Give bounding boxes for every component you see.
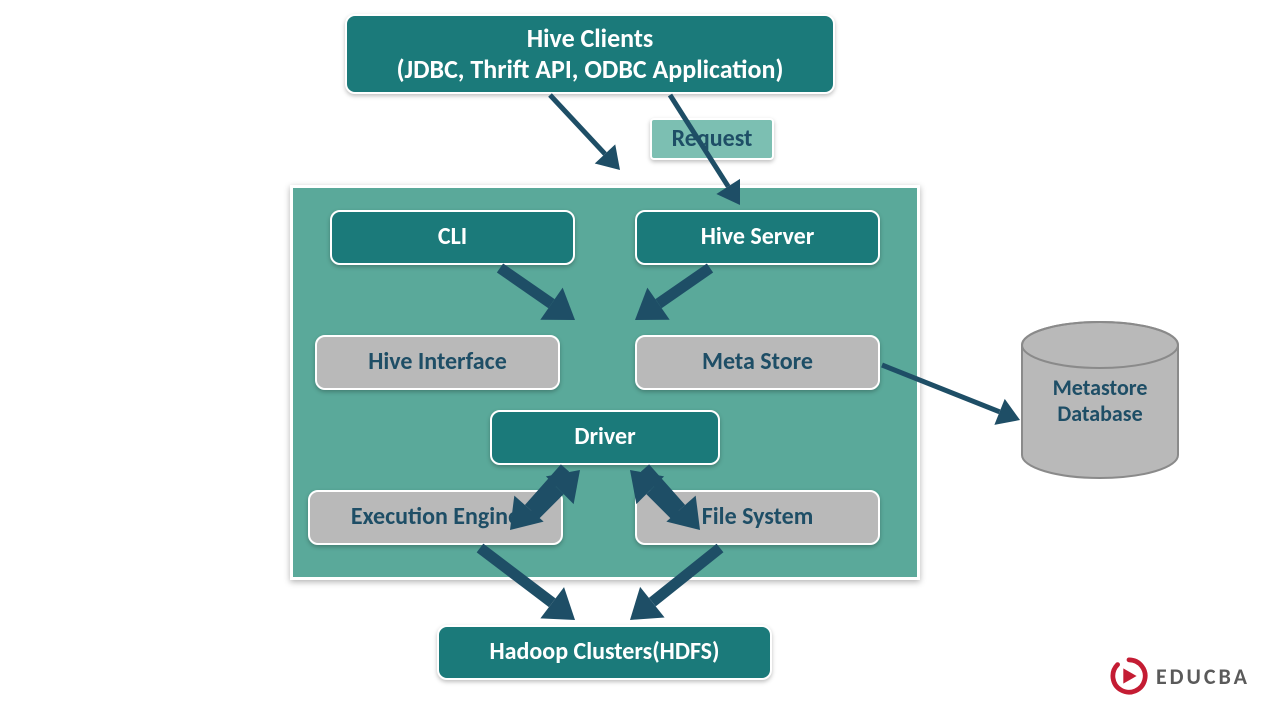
file-system-label: File System [702, 503, 813, 532]
educba-logo: EDUCBA [1110, 657, 1250, 695]
logo-text: EDUCBA [1156, 663, 1250, 690]
hadoop-box: Hadoop Clusters(HDFS) [437, 625, 772, 680]
cli-label: CLI [438, 223, 467, 252]
request-box: Request [650, 118, 774, 160]
hadoop-label: Hadoop Clusters(HDFS) [490, 638, 720, 667]
hive-server-label: Hive Server [701, 223, 815, 252]
hive-interface-label: Hive Interface [368, 348, 507, 377]
cli-box: CLI [330, 210, 575, 265]
metastore-db-label: Metastore Database [1020, 375, 1180, 428]
hive-interface-box: Hive Interface [315, 335, 560, 390]
hive-clients-label: Hive Clients(JDBC, Thrift API, ODBC Appl… [396, 23, 783, 85]
driver-box: Driver [490, 410, 720, 465]
meta-store-box: Meta Store [635, 335, 880, 390]
hive-server-box: Hive Server [635, 210, 880, 265]
execution-engine-box: Execution Engine [308, 490, 563, 545]
play-icon [1110, 657, 1148, 695]
request-label: Request [672, 125, 753, 154]
meta-store-label: Meta Store [702, 348, 813, 377]
hive-clients-box: Hive Clients(JDBC, Thrift API, ODBC Appl… [345, 14, 835, 94]
file-system-box: File System [635, 490, 880, 545]
driver-label: Driver [574, 423, 635, 452]
execution-engine-label: Execution Engine [351, 503, 520, 532]
